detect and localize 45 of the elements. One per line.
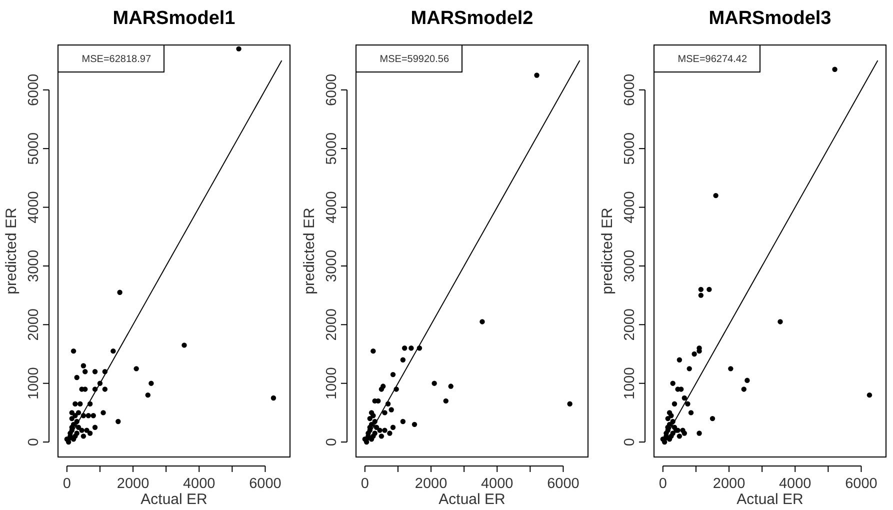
x-tick-label: 0 xyxy=(658,476,667,492)
y-tick-label: 2000 xyxy=(622,308,638,341)
x-tick-label: 2000 xyxy=(116,476,150,492)
y-tick-label: 5000 xyxy=(26,132,42,165)
y-tick-label: 5000 xyxy=(324,132,340,165)
y-tick-label: 6000 xyxy=(26,74,42,106)
x-tick-label: 0 xyxy=(360,476,369,492)
annotation: MSE=62818.97 xyxy=(82,54,152,65)
x-tick-label: 6000 xyxy=(845,476,878,492)
x-tick-label: 6000 xyxy=(547,476,580,492)
x-tick-label: 2000 xyxy=(712,476,746,492)
y-tick-label: 3000 xyxy=(26,250,42,282)
x-tick-label: 4000 xyxy=(182,476,216,492)
y-tick-label: 3000 xyxy=(622,250,638,282)
y-tick-label: 1000 xyxy=(26,367,42,400)
y-tick-label: 1000 xyxy=(622,367,638,400)
x-tick-label: 0 xyxy=(62,476,71,492)
x-tick-label: 4000 xyxy=(778,476,812,492)
x-axis-title: Actual ER xyxy=(438,491,506,508)
y-tick-label: 4000 xyxy=(26,191,42,224)
y-tick-label: 0 xyxy=(324,438,340,446)
x-tick-label: 2000 xyxy=(414,476,448,492)
x-tick-label: 6000 xyxy=(249,476,282,492)
annotation: MSE=59920.56 xyxy=(380,54,450,65)
x-tick-label: 4000 xyxy=(480,476,514,492)
y-tick-label: 0 xyxy=(26,438,42,446)
y-tick-label: 4000 xyxy=(622,191,638,224)
chart-title: MARSmodel1 xyxy=(112,8,236,29)
chart-title: MARSmodel2 xyxy=(410,8,534,29)
y-tick-label: 3000 xyxy=(324,250,340,282)
y-tick-label: 2000 xyxy=(324,308,340,341)
y-tick-label: 6000 xyxy=(324,74,340,106)
y-tick-label: 6000 xyxy=(622,74,638,106)
y-tick-label: 4000 xyxy=(324,191,340,224)
chart-title: MARSmodel3 xyxy=(708,8,832,29)
x-axis-title: Actual ER xyxy=(736,491,804,508)
y-axis-title: predicted ER xyxy=(301,207,318,294)
y-axis-title: predicted ER xyxy=(3,207,20,294)
y-axis-title: predicted ER xyxy=(599,207,616,294)
y-tick-label: 1000 xyxy=(324,367,340,400)
x-axis-title: Actual ER xyxy=(140,491,208,508)
y-tick-label: 2000 xyxy=(26,308,42,341)
annotation: MSE=96274.42 xyxy=(678,54,748,65)
y-tick-label: 0 xyxy=(622,438,638,446)
y-tick-label: 5000 xyxy=(622,132,638,165)
